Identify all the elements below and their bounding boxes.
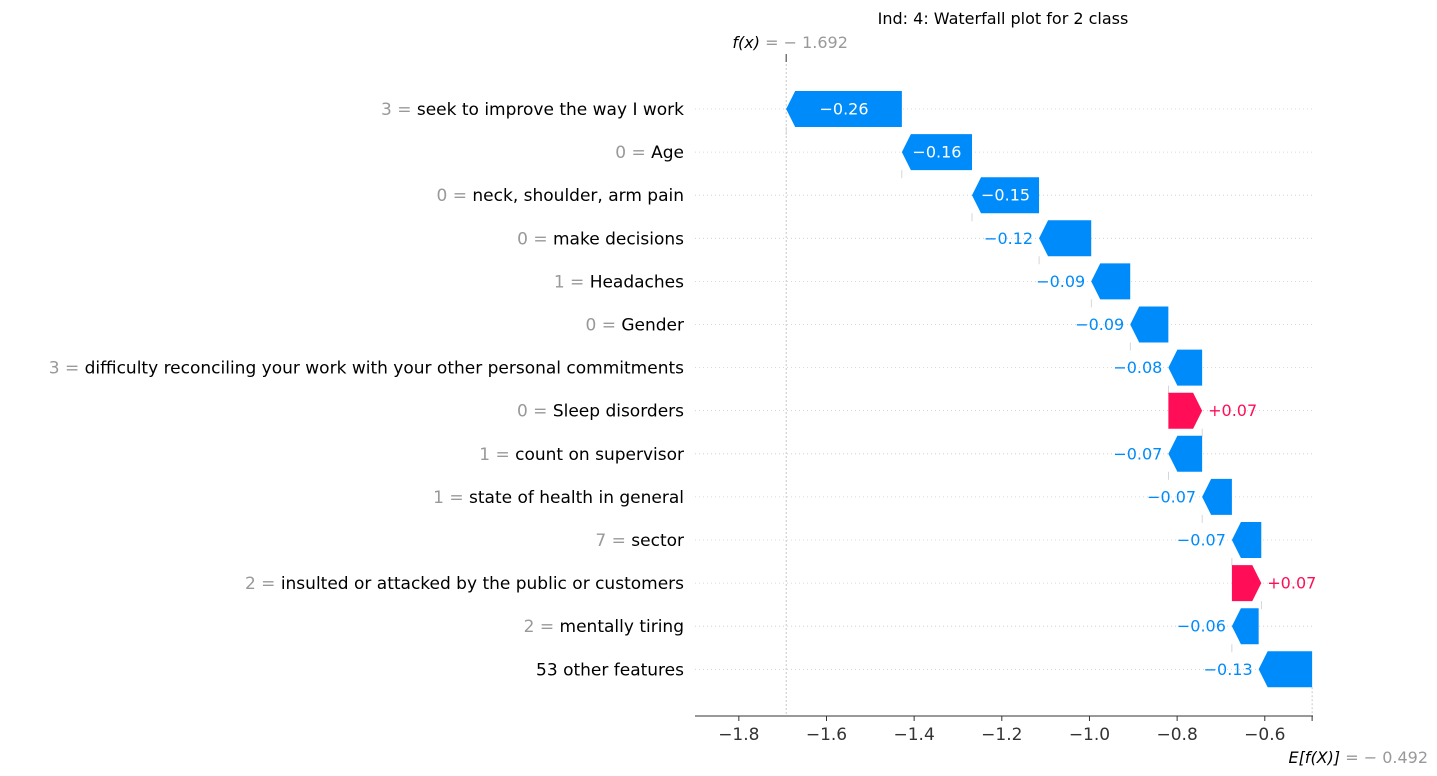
- x-axis: −1.8 −1.6 −1.4 −1.2 −1.0 −0.8 −0.6: [695, 715, 1313, 745]
- base-label: E[f(X)] = − 0.492: [1288, 748, 1428, 767]
- feature-value: 0 =: [615, 143, 645, 163]
- x-tick-label: −1.2: [981, 725, 1022, 745]
- feature-label: 2 = mentally tiring: [524, 617, 684, 637]
- bar-value-label: −0.08: [1113, 358, 1162, 377]
- feature-label: 2 = insulted or attacked by the public o…: [245, 574, 684, 594]
- x-tick-label: −1.0: [1069, 725, 1110, 745]
- fx-value: − 1.692: [784, 33, 848, 52]
- feature-value: 1 =: [554, 272, 584, 292]
- x-tick-label: −1.4: [894, 725, 935, 745]
- chart-title: Ind: 4: Waterfall plot for 2 class: [878, 9, 1129, 28]
- feature-label: 1 = Headaches: [554, 272, 684, 292]
- waterfall-bar: [1202, 478, 1232, 515]
- waterfall-bar: [1231, 608, 1259, 645]
- feature-name: mentally tiring: [560, 617, 684, 637]
- x-tick-label: −1.6: [806, 725, 847, 745]
- feature-name: seek to improve the way I work: [417, 100, 684, 120]
- x-tick-label: −0.6: [1244, 725, 1285, 745]
- guide-lines: [785, 54, 1313, 716]
- feature-name: 53 other features: [536, 660, 684, 680]
- feature-value: 0 =: [585, 316, 615, 336]
- feature-label: 7 = sector: [595, 531, 684, 551]
- expected-value-annotation: E[f(X)] = − 0.492: [1288, 748, 1428, 767]
- feature-name: difficulty reconciling your work with yo…: [85, 359, 685, 379]
- bar-value-label: −0.07: [1113, 444, 1162, 463]
- waterfall-bar: [901, 134, 973, 171]
- feature-label: 3 = seek to improve the way I work: [381, 100, 684, 120]
- bar-value-label: +0.07: [1267, 574, 1316, 593]
- feature-label: 0 = neck, shoulder, arm pain: [437, 186, 684, 206]
- feature-label: 53 other features: [536, 660, 684, 680]
- feature-name: count on supervisor: [515, 445, 684, 465]
- bar-value-label: −0.15: [981, 186, 1030, 205]
- feature-value: 2 =: [524, 617, 554, 637]
- waterfall-bar: [1168, 349, 1203, 386]
- feature-value: 1 =: [433, 488, 463, 508]
- bar-value-label: −0.06: [1177, 617, 1226, 636]
- feature-label: 1 = count on supervisor: [479, 445, 684, 465]
- waterfall-bar: [786, 91, 902, 127]
- waterfall-bar: [1039, 220, 1092, 257]
- feature-value: 2 =: [245, 574, 275, 594]
- feature-name: Sleep disorders: [553, 402, 684, 422]
- fx-label: f(x) = − 1.692: [732, 33, 847, 52]
- feature-label: 0 = Age: [615, 143, 684, 163]
- feature-value: 0 =: [437, 186, 467, 206]
- fx-name: f(x): [732, 33, 760, 52]
- waterfall-bar: [1231, 565, 1262, 602]
- x-tick-label: −1.8: [718, 725, 759, 745]
- feature-name: sector: [631, 531, 684, 551]
- waterfall-bar: [1168, 392, 1203, 429]
- waterfall-bar: [1130, 306, 1169, 343]
- feature-name: make decisions: [553, 229, 684, 249]
- bar-value-label: −0.09: [1036, 272, 1085, 291]
- feature-value: 3 =: [49, 359, 79, 379]
- feature-value: 0 =: [517, 402, 547, 422]
- bar-value-label: −0.12: [984, 229, 1033, 248]
- feature-label: 0 = Gender: [585, 316, 684, 336]
- feature-name: Gender: [621, 316, 684, 336]
- feature-name: Age: [651, 143, 684, 163]
- bar-value-label: +0.07: [1208, 401, 1257, 420]
- feature-labels: 3 = seek to improve the way I work −0.26 0…: [49, 100, 1317, 681]
- feature-name: insulted or attacked by the public or cu…: [281, 574, 684, 594]
- feature-label: 3 = difficulty reconciling your work wit…: [49, 359, 684, 379]
- waterfall-bar: [1231, 522, 1262, 558]
- waterfall-bar: [1258, 651, 1313, 688]
- feature-name: neck, shoulder, arm pain: [472, 186, 684, 206]
- feature-label: 0 = Sleep disorders: [517, 402, 684, 422]
- feature-label: 0 = make decisions: [517, 229, 684, 249]
- x-tick-label: −0.8: [1156, 725, 1197, 745]
- base-equals: =: [1340, 748, 1364, 767]
- feature-value: 1 =: [479, 445, 509, 465]
- fx-annotation: f(x) = − 1.692: [732, 33, 847, 52]
- bar-value-label: −0.09: [1075, 315, 1124, 334]
- fx-equals: =: [760, 33, 784, 52]
- bar-value-label: −0.16: [912, 143, 961, 162]
- bar-value-label: −0.26: [820, 100, 869, 119]
- bars: [786, 91, 1313, 688]
- bar-value-label: −0.07: [1147, 487, 1196, 506]
- waterfall-bar: [1091, 263, 1131, 300]
- base-name: E[f(X)]: [1288, 748, 1340, 767]
- feature-value: 3 =: [381, 100, 411, 120]
- feature-name: state of health in general: [469, 488, 684, 508]
- waterfall-bar: [1168, 435, 1203, 472]
- feature-value: 0 =: [517, 229, 547, 249]
- bar-value-label: −0.13: [1204, 660, 1253, 679]
- waterfall-bar: [972, 177, 1040, 214]
- feature-label: 1 = state of health in general: [433, 488, 684, 508]
- bar-value-label: −0.07: [1177, 531, 1226, 550]
- feature-value: 7 =: [595, 531, 625, 551]
- base-value: − 0.492: [1364, 748, 1428, 767]
- feature-name: Headaches: [590, 272, 684, 292]
